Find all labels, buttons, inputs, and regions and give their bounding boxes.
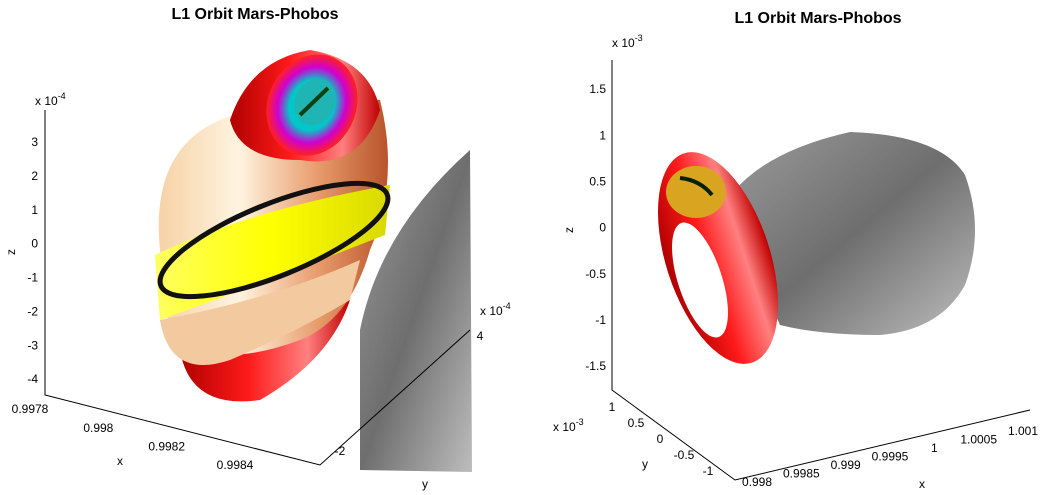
- inner-surface: [666, 166, 726, 218]
- orbit: [157, 180, 391, 300]
- x-tick-label: 0.998: [83, 421, 113, 435]
- shell-opening: [672, 222, 728, 338]
- exponent-base: x 10: [480, 304, 503, 318]
- x-tick-label: 1.001: [1008, 424, 1038, 438]
- inner-orbit: [679, 176, 714, 197]
- x-tick-label: 0.999: [831, 458, 861, 472]
- x-tick-label: 0.9982: [148, 440, 185, 454]
- exponent-power: -4: [58, 91, 66, 101]
- inner-orbit: [298, 86, 330, 117]
- phobos-surface: [360, 150, 472, 472]
- z-tick-label: -1.5: [585, 359, 606, 373]
- x-tick-label: 0.9985: [783, 467, 820, 481]
- x-tick-label: 0.9978: [12, 402, 49, 416]
- exponent-base: x 10: [35, 94, 58, 108]
- chart-title: L1 Orbit Mars-Phobos: [734, 10, 901, 27]
- x-axis-label: x: [117, 454, 123, 468]
- y-tick-label: -1: [703, 464, 714, 478]
- y-tick-label: 4: [477, 329, 484, 343]
- z-tick-label: 0: [31, 237, 38, 251]
- z-tick-label: -1: [595, 313, 606, 327]
- x-tick-label: 0.9984: [217, 458, 254, 472]
- z-exponent: x 10-3: [612, 33, 643, 50]
- lower-surface: [160, 260, 360, 365]
- z-axis-label: z: [562, 227, 576, 233]
- z-tick-label: -2: [27, 304, 38, 318]
- yellow-band: [155, 185, 390, 320]
- z-tick-label: 0: [599, 221, 606, 235]
- z-axis-label: z: [4, 249, 18, 255]
- axes-box: [611, 60, 1031, 481]
- z-tick-label: 1: [599, 128, 606, 142]
- x-axis-label: x: [919, 477, 925, 491]
- chart-title: L1 Orbit Mars-Phobos: [171, 6, 338, 23]
- x-tick-label: 1.0005: [960, 433, 997, 447]
- z-tick-label: 1.5: [589, 82, 606, 96]
- y-tick-label: -2: [335, 444, 346, 458]
- y-axis-label: y: [422, 477, 428, 491]
- exponent-base: x 10: [553, 420, 576, 434]
- exponent-power: -3: [576, 417, 584, 427]
- z-tick-label: -4: [27, 372, 38, 386]
- z-tick-label: 1: [31, 203, 38, 217]
- x-tick-label: 1: [931, 441, 938, 455]
- exponent-power: -3: [635, 33, 643, 43]
- exponent-power: -4: [503, 301, 511, 311]
- y-tick-label: 0.5: [628, 416, 645, 430]
- phobos-surface: [735, 132, 975, 335]
- axes-box: [44, 110, 471, 466]
- y-tick-label: 0: [657, 432, 664, 446]
- exponent-base: x 10: [612, 36, 635, 50]
- panel-1-render: [44, 50, 472, 472]
- y-exponent: x 10-4: [480, 301, 511, 318]
- x-tick-label: 0.9995: [872, 450, 909, 464]
- panel-2-render: [611, 60, 1031, 481]
- z-tick-label: -1: [27, 271, 38, 285]
- y-tick-label: 1: [609, 400, 616, 414]
- z-exponent: x 10-4: [35, 91, 66, 108]
- y-exponent: x 10-3: [553, 417, 584, 434]
- y-axis-label: y: [642, 457, 648, 471]
- y-tick-label: -0.5: [674, 448, 695, 462]
- z-tick-label: 2: [31, 169, 38, 183]
- z-tick-label: -0.5: [585, 267, 606, 281]
- z-tick-label: 3: [31, 135, 38, 149]
- x-tick-label: 0.998: [742, 475, 772, 489]
- z-tick-label: -3: [27, 338, 38, 352]
- z-tick-label: 0.5: [589, 175, 606, 189]
